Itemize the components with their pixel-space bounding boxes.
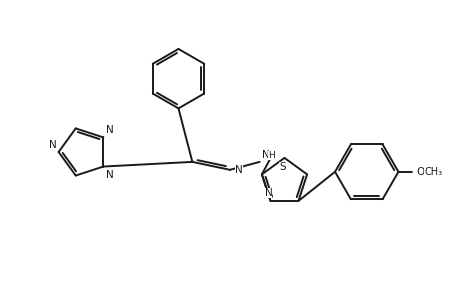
Text: N: N bbox=[106, 169, 114, 179]
Text: S: S bbox=[279, 162, 285, 172]
Text: N: N bbox=[106, 125, 114, 135]
Text: N: N bbox=[264, 188, 272, 198]
Text: N: N bbox=[49, 140, 56, 150]
Text: CH₃: CH₃ bbox=[423, 167, 442, 177]
Text: H: H bbox=[267, 151, 274, 160]
Text: O: O bbox=[415, 167, 424, 177]
Text: N: N bbox=[235, 165, 242, 175]
Text: N: N bbox=[261, 150, 269, 160]
